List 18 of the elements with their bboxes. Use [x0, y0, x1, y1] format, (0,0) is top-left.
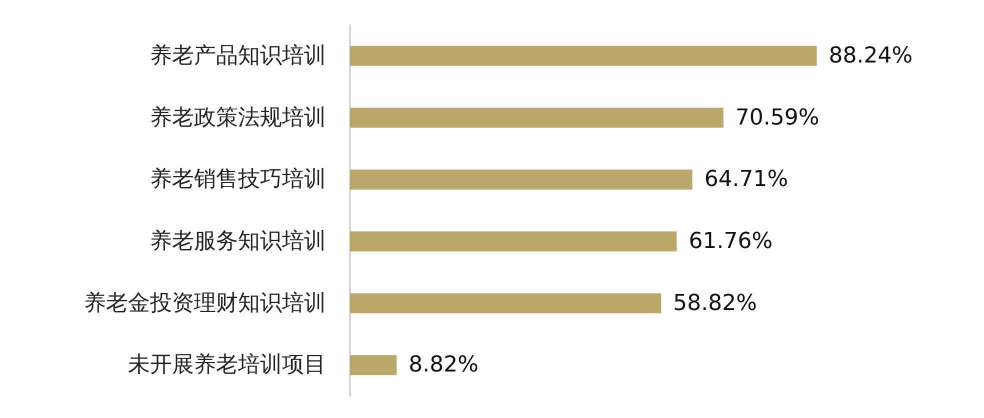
y-tick-label: 养老服务知识培训: [150, 228, 326, 254]
y-tick-label: 养老金投资理财知识培训: [84, 290, 326, 316]
y-tick-label: 未开展养老培训项目: [128, 352, 326, 378]
data-label: 88.24%: [828, 43, 913, 68]
y-tick-label: 养老销售技巧培训: [150, 167, 326, 192]
y-tick-label: 养老政策法规培训: [150, 105, 326, 130]
data-label: 61.76%: [688, 228, 773, 254]
data-label: 8.82%: [408, 352, 479, 378]
bar: [350, 355, 397, 376]
bar: [350, 231, 677, 252]
data-label: 70.59%: [735, 105, 820, 130]
bar: [350, 46, 817, 66]
bar: [350, 293, 662, 314]
data-label: 58.82%: [673, 290, 758, 316]
data-label: 64.71%: [704, 167, 788, 192]
y-tick-label: 养老产品知识培训: [150, 43, 326, 68]
bar: [350, 170, 692, 190]
bar: [350, 108, 724, 128]
